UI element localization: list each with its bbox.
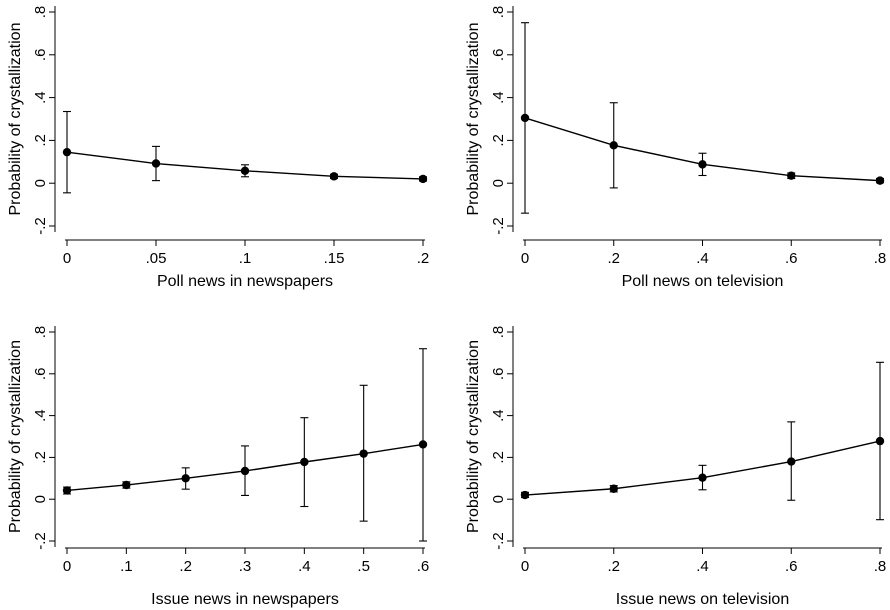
x-tick-label: 0 [63,250,71,267]
y-tick-label: -.2 [490,217,507,235]
x-tick-label: 0 [521,250,529,267]
y-tick-label: .6 [32,49,49,62]
y-tick-label: .4 [32,409,49,422]
data-point [418,174,428,184]
y-tick-label: .8 [490,326,507,339]
data-point [62,147,72,157]
x-tick-label: .8 [874,558,887,575]
x-tick-label: .15 [324,250,345,267]
x-tick-label: .8 [874,250,887,267]
chart-panel-3: -.2 0 .2 .4 .6 .8 0 .1 .2 .3 .4 .5 .6 Issue news in n… [7,326,429,608]
x-tick-label: .2 [607,558,620,575]
x-tick-label: .6 [785,558,798,575]
x-tick-label: .2 [607,250,620,267]
y-tick-label: -.2 [490,532,507,550]
data-point [698,473,707,482]
x-axis-label: Issue news in newspapers [151,591,339,608]
y-tick-label: .8 [32,6,49,19]
y-tick-label: .6 [32,368,49,381]
x-tick-label: .4 [298,558,311,575]
chart-panel-2: -.2 0 .2 .4 .6 .8 0 .2 .4 .6 .8 Poll news on televi… [465,6,886,290]
data-point [122,480,131,490]
y-tick-label: .4 [490,91,507,104]
y-tick-label: .2 [32,134,49,147]
y-tick-label: -.2 [32,217,49,235]
x-tick-label: .4 [696,250,709,267]
data-point [240,466,250,476]
y-tick-label: 0 [32,495,49,503]
data-point [151,159,161,168]
y-tick-label: 0 [490,179,507,187]
data-point [418,440,428,449]
x-tick-label: .1 [239,250,252,267]
y-axis-label: Probability of crystallization [465,340,482,533]
data-point [787,171,796,180]
data-point [181,474,190,483]
x-tick-label: .5 [357,558,370,575]
x-tick-label: .2 [417,250,430,267]
data-point [520,113,530,123]
data-point [329,172,339,181]
data-point [240,166,250,175]
y-axis-label: Probability of crystallization [465,23,482,216]
y-tick-label: .2 [490,451,507,464]
x-tick-label: .05 [146,250,167,267]
y-tick-label: 0 [490,495,507,503]
y-tick-label: .4 [32,91,49,104]
chart-panel-1: -.2 0 .2 .4 .6 .8 0 .05 .1 .15 .2 Poll news in news… [7,6,429,290]
x-tick-label: .6 [785,250,798,267]
data-point [609,484,618,493]
y-tick-label: 0 [32,179,49,187]
x-tick-label: .3 [239,558,252,575]
data-point [300,457,309,467]
chart-panel-4: -.2 0 .2 .4 .6 .8 0 .2 .4 .6 .8 Issue news on telev… [465,326,886,608]
data-point [787,457,796,466]
data-point [62,486,72,495]
data-point [875,436,885,446]
y-tick-label: .8 [32,326,49,339]
x-axis-label: Poll news in newspapers [157,273,333,290]
x-axis-label: Poll news on television [622,273,784,290]
y-tick-label: .6 [490,368,507,381]
x-tick-label: .1 [120,558,133,575]
y-tick-label: .4 [490,409,507,422]
x-tick-label: 0 [63,558,71,575]
data-point [698,160,707,169]
x-tick-label: .6 [417,558,430,575]
x-tick-label: .4 [696,558,709,575]
y-tick-label: -.2 [32,532,49,550]
x-tick-label: 0 [521,558,529,575]
y-tick-label: .6 [490,49,507,62]
y-axis-label: Probability of crystallization [7,23,24,216]
data-point [609,141,618,150]
data-point [520,490,530,500]
data-point [359,449,368,458]
y-tick-label: .2 [490,134,507,147]
data-point [875,176,885,185]
x-axis-label: Issue news on television [616,591,789,608]
x-tick-label: .2 [179,558,192,575]
y-axis-label: Probability of crystallization [7,340,24,533]
y-tick-label: .8 [490,6,507,19]
y-tick-label: .2 [32,451,49,464]
